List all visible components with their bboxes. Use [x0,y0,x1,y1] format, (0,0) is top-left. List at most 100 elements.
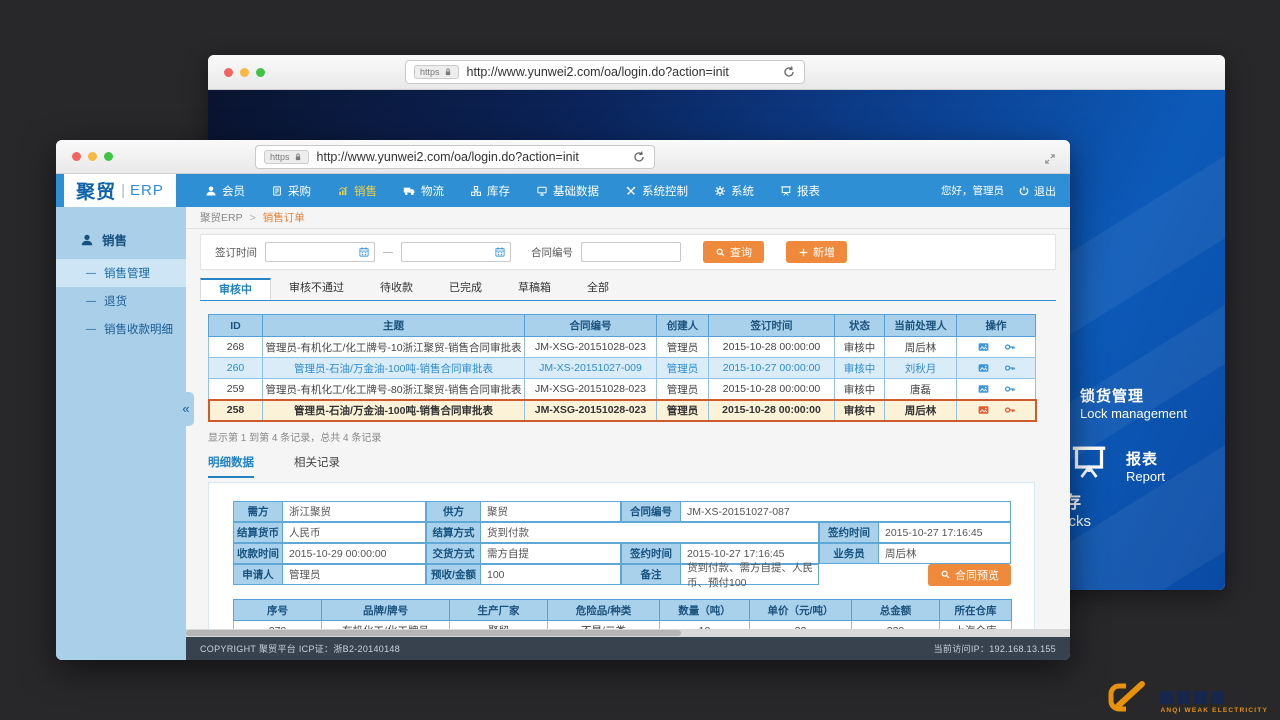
preview-image-icon[interactable] [976,404,991,416]
sidebar-section-sales[interactable]: 销售 [56,222,186,259]
key-icon[interactable] [1003,362,1017,374]
sidebar-collapse-button[interactable]: « [178,392,194,426]
contract-preview-button[interactable]: 合同预览 [928,563,1011,586]
nav-item-system-control[interactable]: 系统控制 [612,174,701,207]
breadcrumb: 聚贸ERP > 销售订单 [186,207,1070,229]
prepay-value: 100 [481,564,621,585]
preview-image-icon[interactable] [976,383,991,395]
sign-date-to-input[interactable] [401,242,511,262]
cell-id: 260 [208,357,263,379]
tab-review-rejected[interactable]: 审核不通过 [289,282,344,294]
detail-actions: 合同预览 [819,563,1011,586]
reload-icon[interactable] [632,150,646,164]
nav-item-report[interactable]: 报表 [767,174,833,207]
sign-time2-label: 签约时间 [621,543,681,564]
prepay-label: 预收/金额 [426,564,481,585]
magnifier-icon [941,570,950,579]
horizontal-scrollbar[interactable] [186,629,1070,637]
cell-creator: 管理员 [656,357,709,379]
back-traffic-lights[interactable] [224,67,265,77]
nav-item-logistics[interactable]: 物流 [390,174,457,207]
table-row[interactable]: 268 管理员-有机化工/化工牌号-10浙江聚贸-销售合同审批表 JM-XSG-… [208,336,1036,358]
sidebar-item-label: 退货 [104,296,127,308]
logout-button[interactable]: 退出 [1018,183,1056,199]
banner-feature-report: 报表 Report [1126,448,1165,484]
sign-date-from-input[interactable] [265,242,375,262]
tab-pending-payment[interactable]: 待收款 [380,282,413,294]
scrollbar-thumb[interactable] [186,630,682,636]
sidebar-item-returns[interactable]: — 退货 [56,287,186,315]
url-text[interactable]: http://www.yunwei2.com/oa/login.do?actio… [466,65,729,79]
key-icon[interactable] [1003,383,1017,395]
erp-logo[interactable]: 聚贸 | ERP [64,174,176,207]
calendar-icon[interactable] [358,246,370,258]
add-button[interactable]: 新增 [786,241,847,263]
query-label: 查询 [730,247,752,259]
close-window-button[interactable] [72,152,81,161]
order-detail-panel: 需方 浙江聚贸 供方 聚贸 合同编号 JM-XS-20151027-087 结算… [208,482,1035,637]
sidebar-footer-fill [56,637,186,660]
lock-icon [294,152,301,161]
tab-drafts[interactable]: 草稿箱 [518,282,551,294]
nav-item-inventory[interactable]: 库存 [457,174,523,207]
sign-date-label: 签订时间 [215,246,257,259]
minimize-window-button[interactable] [88,152,97,161]
sidebar-item-label: 销售收款明细 [104,324,173,336]
query-button[interactable]: 查询 [703,241,764,263]
nav-label: 物流 [421,185,444,198]
zoom-window-button[interactable] [256,67,265,77]
sidebar-item-sales-management[interactable]: — 销售管理 [56,259,186,287]
url-bar[interactable]: https http://www.yunwei2.com/oa/login.do… [255,144,655,169]
key-icon[interactable] [1003,404,1017,416]
calendar-icon[interactable] [494,246,506,258]
banner-feature-cn: 锁货管理 [1080,388,1145,405]
tab-detail-data[interactable]: 明细数据 [208,454,254,478]
remark-value: 货到付款、需方自提、人民币、预付100 [681,562,819,589]
tab-related-records[interactable]: 相关记录 [294,457,340,469]
nav-item-basic-data[interactable]: 基础数据 [523,174,612,207]
sidebar-item-sales-receipt-detail[interactable]: — 销售收款明细 [56,315,186,343]
cell-subject: 管理员-石油/万金油-100吨-销售合同审批表 [262,357,525,379]
table-row-selected[interactable]: 258 管理员-石油/万金油-100吨-销售合同审批表 JM-XSG-20151… [207,398,1037,422]
contract-no-input[interactable] [581,242,681,262]
delivery-method-value: 需方自提 [481,543,621,564]
brand-en-text: ANQI WEAK ELECTRICITY [1160,707,1268,714]
logo-erp: ERP [130,182,164,199]
nav-item-system[interactable]: 系统 [701,174,767,207]
breadcrumb-current: 销售订单 [262,212,305,224]
traffic-lights[interactable] [72,152,113,161]
main-content: 聚贸ERP > 销售订单 签订时间 — 合同编号 查询 [186,207,1070,637]
preview-image-icon[interactable] [976,362,991,374]
nav-item-purchase[interactable]: 采购 [258,174,324,207]
tab-completed[interactable]: 已完成 [449,282,482,294]
close-window-button[interactable] [224,67,233,77]
items-header-row: 序号 品牌/牌号 生产厂家 危险品/种类 数量（吨） 单价（元/吨） 总金额 所… [233,599,1012,621]
cell-sign-time: 2015-10-27 00:00:00 [708,357,835,379]
salesman-value: 周后林 [879,543,1011,564]
nav-label: 系统控制 [642,185,688,198]
back-url-bar[interactable]: https http://www.yunwei2.com/oa/login.do… [405,60,805,84]
table-row[interactable]: 260 管理员-石油/万金油-100吨-销售合同审批表 JM-XS-201510… [208,357,1036,379]
gear-icon [714,184,726,197]
receive-time-value: 2015-10-29 00:00:00 [283,543,426,564]
nav-item-member[interactable]: 会员 [192,174,258,207]
key-icon[interactable] [1003,341,1017,353]
url-text[interactable]: http://www.yunwei2.com/oa/login.do?actio… [316,149,579,164]
col-seq: 序号 [233,599,322,621]
breadcrumb-root[interactable]: 聚贸ERP [200,212,243,224]
table-row[interactable]: 259 管理员-有机化工/化工牌号-80浙江聚贸-销售合同审批表 JM-XSG-… [208,378,1036,400]
orders-header-row: ID 主题 合同编号 创建人 签订时间 状态 当前处理人 操作 [208,314,1036,337]
tab-under-review[interactable]: 审核中 [200,278,271,300]
zoom-window-button[interactable] [104,152,113,161]
expand-icon[interactable] [1044,150,1056,168]
nav-item-sales[interactable]: 销售 [324,174,390,207]
cell-contract: JM-XS-20151027-009 [524,357,657,379]
reload-icon[interactable] [782,65,796,79]
minimize-window-button[interactable] [240,67,249,77]
col-contract: 合同编号 [524,314,657,337]
cell-sign-time: 2015-10-28 00:00:00 [708,336,835,358]
tab-all[interactable]: 全部 [587,282,609,294]
col-hazard: 危险品/种类 [547,599,660,621]
preview-image-icon[interactable] [976,341,991,353]
supplier-label: 供方 [426,501,481,522]
